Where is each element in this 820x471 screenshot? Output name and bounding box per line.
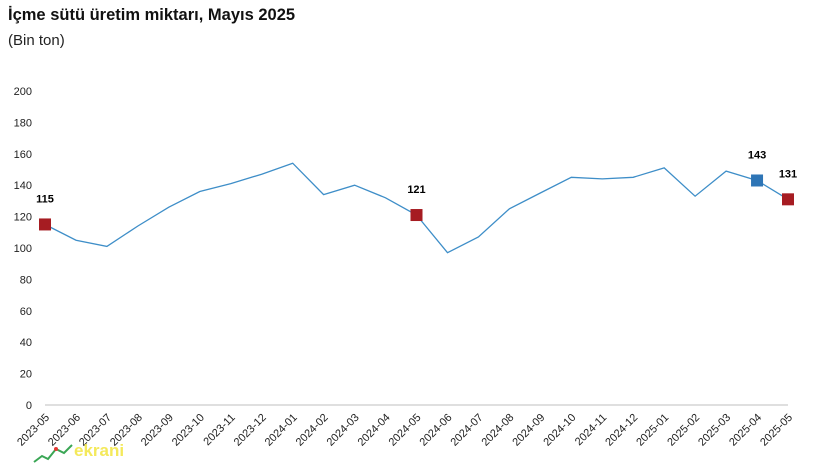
series-line: [44, 162, 789, 254]
x-tick-label: 2025-01: [634, 412, 671, 449]
x-tick-label: 2024-03: [325, 412, 362, 449]
x-tick-label: 2023-08: [108, 412, 145, 449]
data-label: 121: [407, 184, 425, 196]
x-tick-label: 2024-09: [510, 412, 547, 449]
y-tick-label: 40: [20, 337, 32, 349]
data-point: [322, 193, 325, 196]
x-tick-label: 2023-05: [15, 412, 52, 449]
data-point: [260, 173, 263, 176]
data-point: [198, 190, 201, 193]
x-tick-label: 2024-11: [573, 412, 609, 448]
data-point: [167, 206, 170, 209]
x-tick-label: 2023-11: [201, 412, 237, 448]
y-tick-label: 60: [20, 306, 32, 318]
y-tick-label: 80: [20, 274, 32, 286]
y-tick-label: 160: [14, 149, 32, 161]
y-tick-label: 200: [14, 86, 32, 98]
y-tick-label: 0: [26, 400, 32, 412]
highlight-marker: [751, 174, 764, 187]
x-tick-label: 2024-07: [449, 412, 486, 449]
x-tick-label: 2023-09: [139, 412, 176, 449]
y-tick-label: 120: [14, 212, 32, 224]
y-tick-label: 20: [20, 369, 32, 381]
x-tick-label: 2024-12: [603, 412, 640, 449]
data-point: [477, 236, 480, 239]
data-point: [291, 162, 294, 165]
data-label: 115: [36, 193, 54, 205]
data-point: [601, 177, 604, 180]
data-point: [136, 225, 139, 228]
highlight-marker: [39, 218, 51, 231]
series-layer: [44, 162, 789, 254]
x-axis: 2023-052023-062023-072023-082023-092023-…: [15, 404, 795, 449]
x-tick-label: 2025-05: [758, 412, 795, 449]
x-tick-label: 2024-02: [294, 412, 331, 449]
y-tick-label: 100: [14, 243, 32, 255]
y-tick-label: 180: [14, 117, 32, 129]
x-tick-label: 2025-02: [665, 412, 702, 449]
data-point: [632, 176, 635, 179]
data-point: [539, 192, 542, 195]
y-tick-label: 140: [14, 180, 32, 192]
highlight-marker: [410, 209, 423, 222]
data-point: [508, 207, 511, 210]
highlight-markers: 115 121 143 131: [36, 149, 797, 231]
data-point: [570, 176, 573, 179]
x-tick-label: 2024-01: [263, 412, 300, 449]
x-tick-label: 2024-08: [479, 412, 516, 449]
x-tick-label: 2025-04: [727, 412, 764, 449]
x-tick-label: 2024-05: [387, 412, 424, 449]
highlight-marker: [782, 193, 794, 206]
x-tick-label: 2025-03: [696, 412, 733, 449]
x-tick-label: 2024-04: [356, 412, 393, 449]
data-point: [229, 182, 232, 185]
data-label: 131: [779, 168, 797, 180]
chart-subtitle: (Bin ton): [8, 32, 65, 49]
x-tick-label: 2023-12: [232, 412, 269, 449]
data-label: 143: [748, 149, 766, 161]
data-point: [725, 170, 728, 173]
x-tick-label: 2024-10: [541, 412, 578, 449]
x-tick-label: 2024-06: [418, 412, 455, 449]
x-tick-label: 2023-10: [170, 412, 207, 449]
data-point: [384, 196, 387, 199]
x-tick-label: 2023-06: [46, 412, 83, 449]
data-point: [74, 239, 77, 242]
data-point: [663, 166, 666, 169]
data-point: [105, 245, 108, 248]
data-point: [694, 195, 697, 198]
data-point: [446, 251, 449, 254]
x-tick-label: 2023-07: [77, 412, 114, 449]
y-axis: 0 20 40 60 80 100 120 140 160 180 200: [14, 86, 32, 412]
data-point: [353, 184, 356, 187]
chart-title: İçme sütü üretim miktarı, Mayıs 2025: [8, 6, 296, 24]
